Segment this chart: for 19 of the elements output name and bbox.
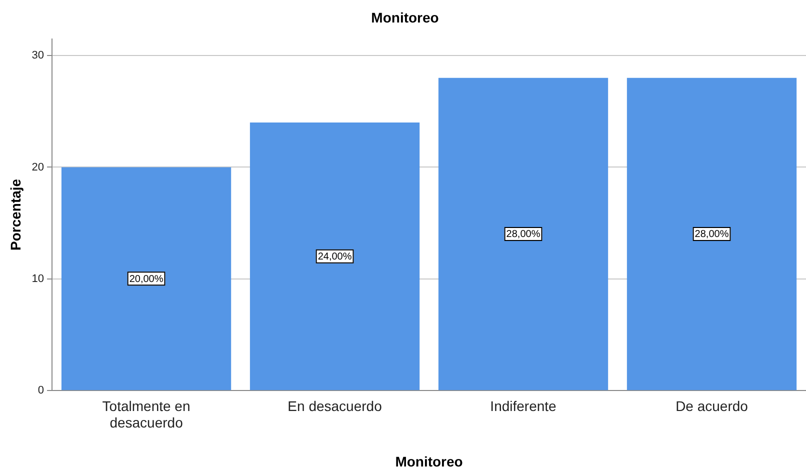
data-label: 24,00% [318, 252, 352, 263]
y-tick-label: 10 [32, 272, 44, 285]
bar [438, 78, 608, 390]
x-tick-label: Indiferente [490, 398, 557, 414]
x-axis-title: Monitoreo [395, 453, 463, 470]
x-tick-label: En desacuerdo [288, 398, 382, 414]
x-tick-label: Totalmente en desacuerdo [102, 398, 190, 431]
data-label: 28,00% [694, 229, 729, 240]
x-tick-label: De acuerdo [676, 398, 748, 414]
data-label: 20,00% [129, 274, 164, 285]
data-label: 28,00% [506, 229, 540, 240]
y-tick-label: 30 [32, 50, 44, 62]
bar [626, 78, 797, 390]
chart-title: Monitoreo [371, 9, 439, 26]
y-tick-label: 20 [32, 161, 44, 174]
bar [250, 122, 420, 390]
y-axis-title: Porcentaje [7, 178, 24, 250]
bar [61, 167, 232, 390]
y-tick-label: 0 [38, 384, 44, 397]
